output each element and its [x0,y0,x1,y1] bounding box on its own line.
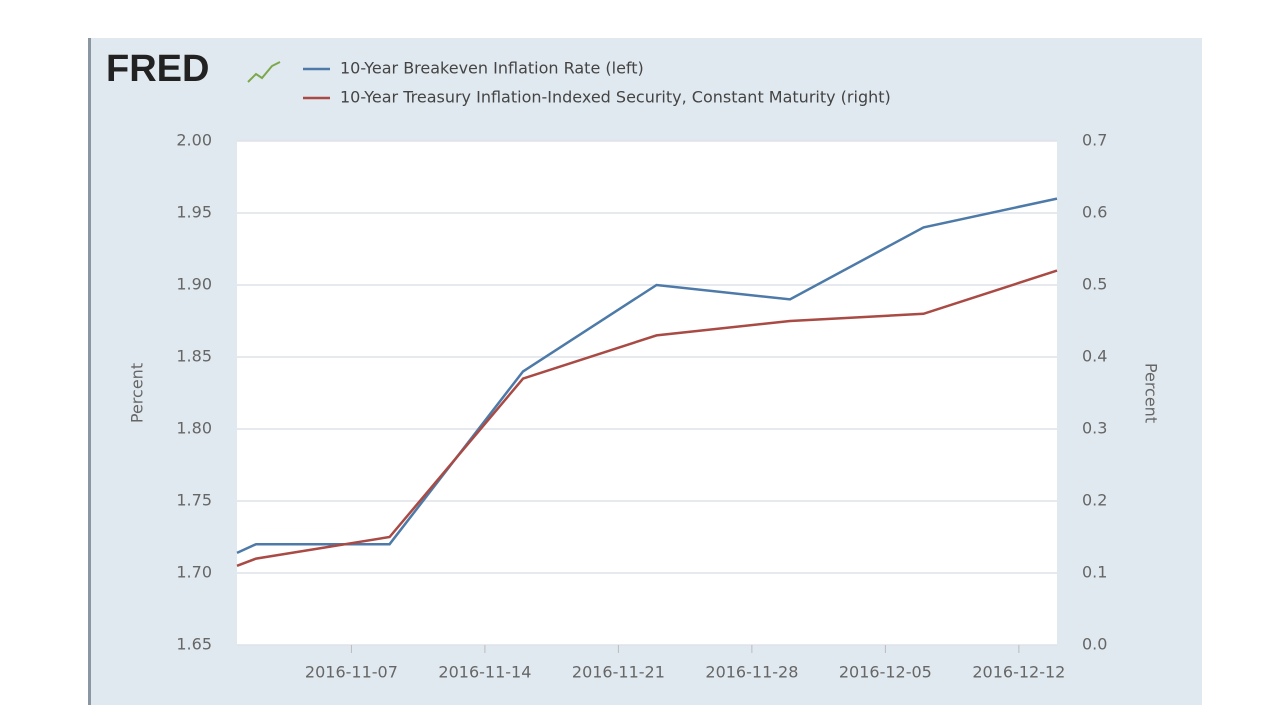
y-tick-label: 1.90 [176,275,212,294]
series-line [236,269,1058,567]
y-tick-label: 1.75 [176,491,212,510]
y2-tick-label: 0.3 [1082,419,1107,438]
y2-tick-label: 0.5 [1082,275,1107,294]
legend-label: 10-Year Breakeven Inflation Rate (left) [340,59,644,78]
plot-area [237,141,1057,645]
y-tick-label: 1.70 [176,563,212,582]
y-tick-label: 1.95 [176,203,212,222]
y2-tick-label: 0.2 [1082,491,1107,510]
y-tick-label: 1.85 [176,347,212,366]
panel-edge [88,38,91,705]
x-tick-label: 2016-12-12 [972,663,1065,682]
x-tick-label: 2016-11-28 [705,663,798,682]
y2-tick-label: 0.1 [1082,563,1107,582]
y2-axis-label: Percent [1142,363,1161,423]
x-tick-label: 2016-12-05 [839,663,932,682]
logo-icon [247,61,281,83]
x-tick-label: 2016-11-14 [438,663,531,682]
y-tick-label: 1.80 [176,419,212,438]
legend-label: 10-Year Treasury Inflation-Indexed Secur… [340,88,891,107]
y-tick-label: 2.00 [176,131,212,150]
y2-tick-label: 0.4 [1082,347,1107,366]
y2-tick-label: 0.7 [1082,131,1107,150]
series-line [236,197,1058,554]
x-tick-label: 2016-11-21 [572,663,665,682]
logo: FRED [106,48,209,90]
y2-tick-label: 0.6 [1082,203,1107,222]
x-tick-label: 2016-11-07 [305,663,398,682]
y-axis-label: Percent [128,363,147,423]
y2-tick-label: 0.0 [1082,635,1107,654]
y-tick-label: 1.65 [176,635,212,654]
